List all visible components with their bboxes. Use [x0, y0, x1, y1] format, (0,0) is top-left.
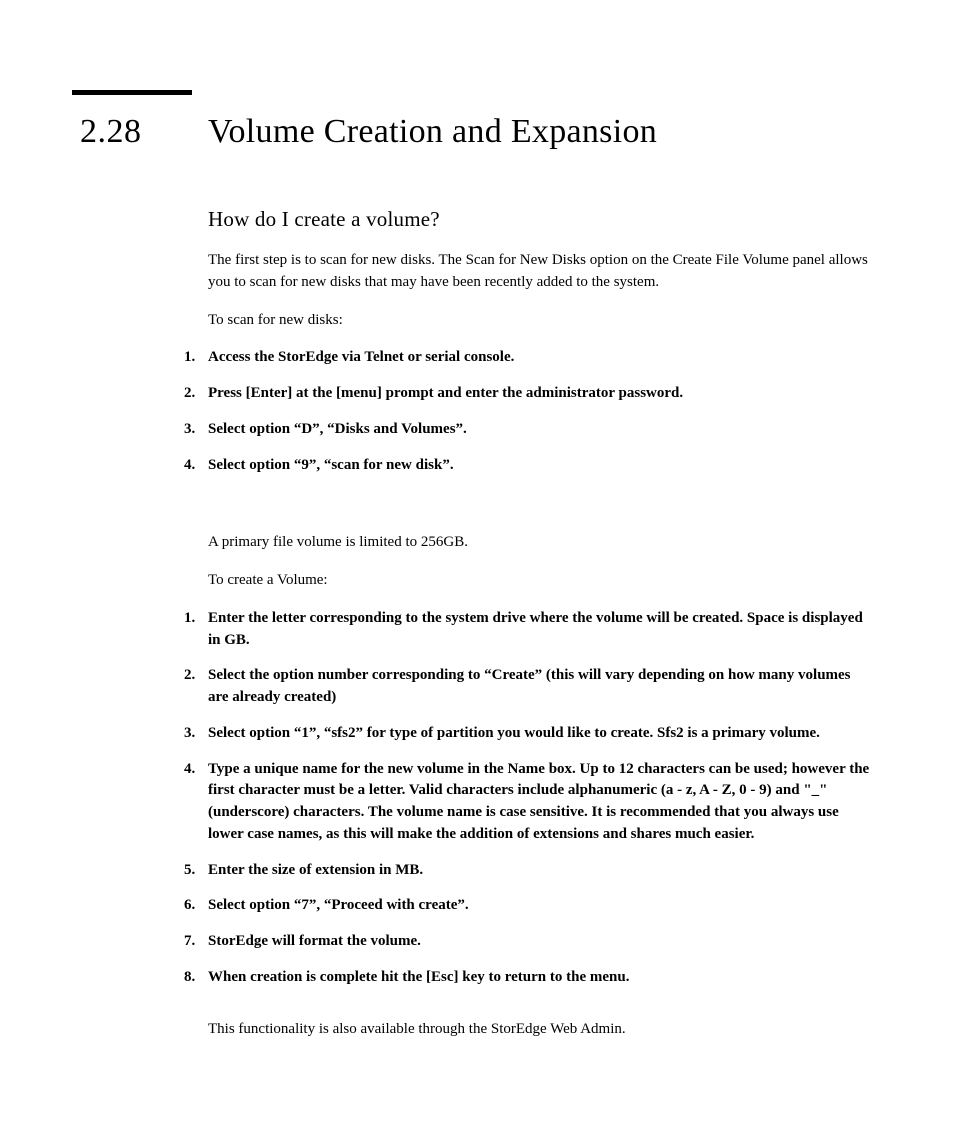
scan-steps-list: Access the StorEdge via Telnet or serial…: [208, 347, 874, 476]
spacer: [208, 506, 874, 532]
create-step: StorEdge will format the volume.: [184, 931, 874, 953]
section-header: 2.28 Volume Creation and Expansion: [80, 113, 874, 151]
limit-paragraph: A primary file volume is limited to 256G…: [208, 532, 874, 554]
section-number: 2.28: [80, 113, 208, 151]
create-step: Select option “1”, “sfs2” for type of pa…: [184, 723, 874, 745]
section-content: How do I create a volume? The first step…: [208, 207, 874, 1040]
create-step: Select the option number corresponding t…: [184, 665, 874, 709]
create-step: When creation is complete hit the [Esc] …: [184, 967, 874, 989]
create-step: Enter the size of extension in MB.: [184, 860, 874, 882]
scan-step: Access the StorEdge via Telnet or serial…: [184, 347, 874, 369]
subheading: How do I create a volume?: [208, 207, 874, 232]
create-lead-in: To create a Volume:: [208, 570, 874, 592]
scan-step: Select option “D”, “Disks and Volumes”.: [184, 419, 874, 441]
section-title: Volume Creation and Expansion: [208, 113, 657, 151]
intro-paragraph: The first step is to scan for new disks.…: [208, 250, 874, 294]
create-step: Select option “7”, “Proceed with create”…: [184, 895, 874, 917]
create-step: Enter the letter corresponding to the sy…: [184, 608, 874, 652]
scan-step: Press [Enter] at the [menu] prompt and e…: [184, 383, 874, 405]
scan-step: Select option “9”, “scan for new disk”.: [184, 455, 874, 477]
outro-paragraph: This functionality is also available thr…: [208, 1019, 874, 1041]
create-step: Type a unique name for the new volume in…: [184, 759, 874, 846]
scan-lead-in: To scan for new disks:: [208, 310, 874, 332]
create-steps-list: Enter the letter corresponding to the sy…: [208, 608, 874, 989]
section-rule: [72, 90, 192, 95]
